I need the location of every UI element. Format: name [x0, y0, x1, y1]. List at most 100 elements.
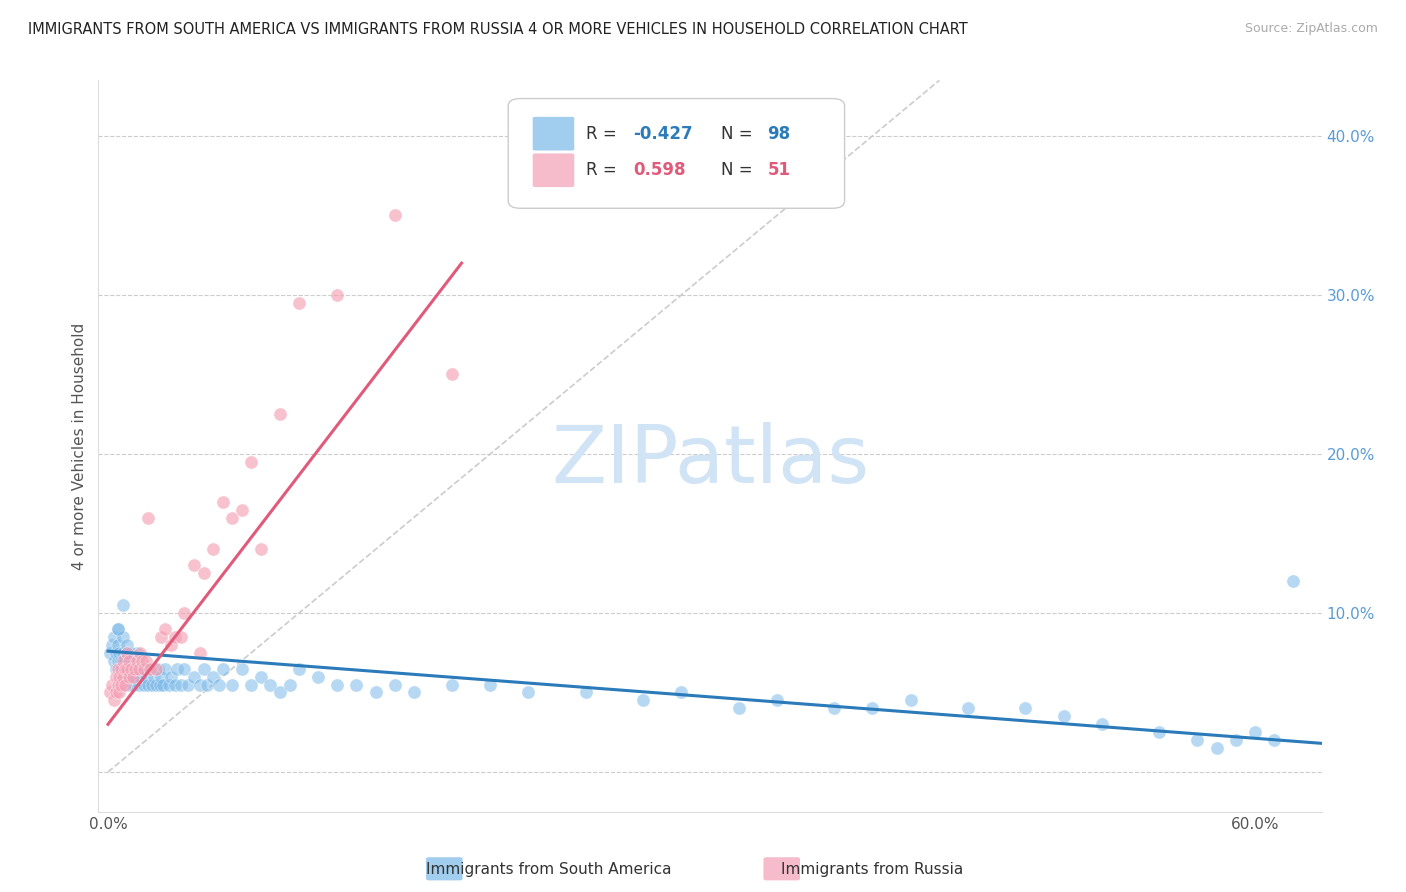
Point — [1014, 701, 1036, 715]
Point — [128, 677, 150, 691]
Point — [163, 630, 186, 644]
Point — [269, 685, 291, 699]
Point — [118, 654, 141, 668]
Point — [188, 677, 211, 691]
Point — [107, 677, 129, 691]
Point — [114, 662, 136, 676]
Point — [112, 662, 135, 676]
Point — [104, 646, 127, 660]
Point — [957, 701, 980, 715]
Point — [250, 669, 273, 683]
Point — [183, 669, 205, 683]
Point — [326, 677, 349, 691]
Point — [120, 662, 142, 676]
Point — [107, 662, 129, 676]
Point — [121, 662, 143, 676]
Point — [221, 677, 243, 691]
Point — [129, 669, 152, 683]
Point — [384, 677, 406, 691]
Point — [141, 677, 163, 691]
Point — [1091, 717, 1114, 731]
Point — [145, 677, 167, 691]
FancyBboxPatch shape — [533, 117, 574, 151]
Point — [240, 455, 263, 469]
Point — [169, 677, 191, 691]
Point — [250, 542, 273, 557]
Point — [479, 677, 502, 691]
Text: R =: R = — [586, 125, 623, 143]
Point — [103, 630, 125, 644]
Point — [766, 693, 789, 707]
Point — [112, 646, 135, 660]
Point — [163, 677, 186, 691]
Text: R =: R = — [586, 161, 627, 179]
Point — [195, 677, 218, 691]
Point — [440, 368, 463, 382]
Point — [108, 662, 131, 676]
Point — [118, 669, 141, 683]
Point — [135, 654, 157, 668]
FancyBboxPatch shape — [763, 857, 800, 880]
Point — [139, 662, 162, 676]
Point — [125, 662, 148, 676]
Point — [114, 669, 136, 683]
Point — [671, 685, 693, 699]
Point — [146, 662, 169, 676]
Point — [346, 677, 368, 691]
Point — [98, 646, 121, 660]
Point — [364, 685, 387, 699]
Point — [160, 638, 183, 652]
Point — [155, 622, 177, 636]
Point — [108, 685, 131, 699]
Point — [120, 669, 142, 683]
Point — [136, 510, 159, 524]
Point — [440, 677, 463, 691]
Point — [1052, 709, 1074, 723]
Point — [278, 677, 301, 691]
Point — [288, 662, 311, 676]
FancyBboxPatch shape — [426, 857, 463, 880]
Point — [384, 209, 406, 223]
Point — [129, 646, 152, 660]
Point — [823, 701, 845, 715]
Point — [173, 606, 195, 620]
Point — [1205, 741, 1227, 756]
Point — [134, 677, 156, 691]
Text: ZIPatlas: ZIPatlas — [551, 422, 869, 500]
Point — [114, 677, 136, 691]
Point — [104, 662, 127, 676]
Point — [231, 502, 253, 516]
Point — [103, 654, 125, 668]
Point — [1187, 733, 1209, 747]
Point — [124, 662, 146, 676]
Point — [112, 598, 135, 612]
Point — [101, 677, 124, 691]
Point — [211, 494, 233, 508]
Point — [115, 646, 138, 660]
Point — [112, 654, 135, 668]
Point — [193, 566, 215, 581]
Point — [136, 677, 159, 691]
Point — [307, 669, 329, 683]
Point — [1147, 725, 1170, 739]
Point — [326, 288, 349, 302]
Point — [862, 701, 884, 715]
Point — [575, 685, 598, 699]
Point — [110, 654, 132, 668]
Point — [152, 677, 174, 691]
Point — [517, 685, 540, 699]
Point — [110, 677, 132, 691]
Point — [112, 669, 135, 683]
Point — [115, 646, 138, 660]
Text: 51: 51 — [768, 161, 790, 179]
Point — [145, 662, 167, 676]
Point — [118, 662, 141, 676]
Point — [103, 693, 125, 707]
Point — [1263, 733, 1285, 747]
Point — [107, 622, 129, 636]
Point — [1225, 733, 1247, 747]
Point — [269, 407, 291, 421]
Point — [104, 685, 127, 699]
Point — [110, 669, 132, 683]
Text: Source: ZipAtlas.com: Source: ZipAtlas.com — [1244, 22, 1378, 36]
